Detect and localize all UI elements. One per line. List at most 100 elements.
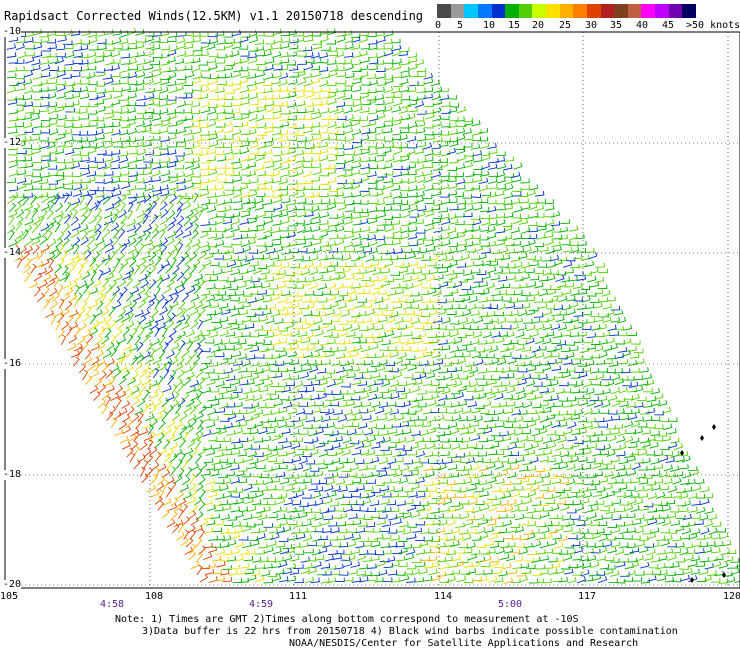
wind-barb	[369, 199, 379, 204]
wind-barb	[692, 484, 702, 492]
wind-barb	[480, 214, 491, 220]
wind-barb	[455, 465, 466, 472]
wind-barb	[278, 406, 288, 414]
wind-barb	[624, 435, 634, 443]
wind-barb	[436, 498, 446, 505]
wind-barb	[525, 268, 535, 274]
wind-barb	[168, 288, 178, 297]
wind-barb	[354, 473, 364, 479]
wind-barb	[129, 257, 137, 268]
wind-barb	[272, 261, 282, 268]
wind-barb	[326, 39, 337, 45]
wind-barb	[38, 79, 49, 86]
wind-barb	[650, 416, 661, 422]
wind-barb	[297, 386, 308, 393]
wind-barb	[368, 247, 378, 255]
wind-barb	[267, 473, 277, 479]
wind-barb	[575, 424, 585, 430]
wind-barb	[149, 348, 156, 359]
wind-barb	[322, 304, 332, 310]
wind-barb	[302, 534, 313, 542]
wind-barb	[280, 170, 290, 178]
wind-barb	[55, 183, 65, 190]
wind-barb	[431, 494, 442, 500]
wind-barb	[383, 127, 393, 134]
wind-barb	[479, 226, 490, 232]
wind-barb	[32, 166, 42, 171]
wind-barb	[285, 366, 296, 372]
wind-barb	[85, 279, 95, 289]
wind-barb	[559, 478, 570, 485]
wind-barb	[456, 122, 467, 128]
wind-barb	[517, 368, 528, 373]
wind-barb	[268, 513, 278, 519]
wind-barb	[589, 312, 600, 318]
wind-barb	[245, 379, 255, 386]
wind-barb	[294, 31, 305, 37]
wind-barb	[369, 386, 379, 394]
wind-barb	[528, 227, 538, 233]
wind-barb	[426, 246, 436, 252]
wind-barb	[230, 255, 240, 262]
wind-barb	[354, 501, 365, 506]
wind-barb	[338, 291, 349, 297]
wind-barb	[77, 336, 86, 345]
wind-barb	[23, 70, 34, 78]
wind-barb	[327, 70, 338, 77]
wind-barb	[56, 133, 66, 141]
wind-barb	[174, 58, 185, 65]
wind-barb	[611, 498, 622, 505]
wind-barb	[16, 169, 27, 176]
wind-barb	[250, 316, 260, 323]
wind-barb	[258, 513, 268, 521]
wind-barb	[71, 229, 80, 239]
wind-barb	[29, 280, 39, 289]
wind-barb	[174, 519, 184, 527]
wind-barb	[291, 542, 301, 549]
wind-barb	[239, 379, 249, 386]
wind-barb	[650, 387, 661, 395]
wind-barb	[331, 457, 341, 464]
wind-barb	[594, 542, 604, 548]
wind-barb	[167, 66, 177, 73]
wind-barb	[239, 66, 249, 72]
wind-barb	[497, 236, 507, 241]
wind-barb	[161, 119, 171, 127]
wind-barb	[166, 80, 177, 87]
wind-barb	[226, 277, 236, 283]
wind-barb	[104, 314, 112, 325]
wind-barb	[278, 101, 289, 107]
wind-barb	[128, 311, 135, 323]
wind-barb	[350, 548, 361, 555]
wind-barb	[290, 417, 301, 423]
wind-barb	[634, 527, 644, 534]
wind-barb	[278, 326, 289, 332]
wind-barb	[263, 523, 273, 528]
wind-barb	[142, 162, 153, 170]
wind-barb	[455, 178, 466, 185]
wind-barb	[247, 463, 257, 470]
wind-barb	[190, 335, 200, 344]
wind-barb	[106, 411, 114, 422]
wind-barb	[578, 388, 588, 393]
wind-barb	[84, 375, 93, 386]
wind-barb	[151, 169, 161, 177]
wind-barb	[89, 116, 99, 122]
wind-barb	[378, 249, 388, 255]
wind-barb	[550, 521, 560, 527]
wind-barb	[517, 378, 527, 386]
wind-barb	[327, 226, 337, 232]
wind-barb	[57, 35, 67, 43]
wind-barb	[206, 43, 216, 51]
wind-barb	[152, 142, 163, 149]
wind-barb	[155, 428, 165, 437]
wind-barb	[336, 87, 346, 92]
wind-barb	[241, 301, 251, 308]
wind-barb	[175, 207, 183, 218]
wind-barb	[622, 464, 632, 471]
wind-barb	[31, 64, 41, 71]
wind-barb	[56, 80, 66, 86]
wind-barb	[282, 442, 293, 449]
wind-barb	[433, 359, 444, 365]
wind-barb	[32, 244, 40, 255]
